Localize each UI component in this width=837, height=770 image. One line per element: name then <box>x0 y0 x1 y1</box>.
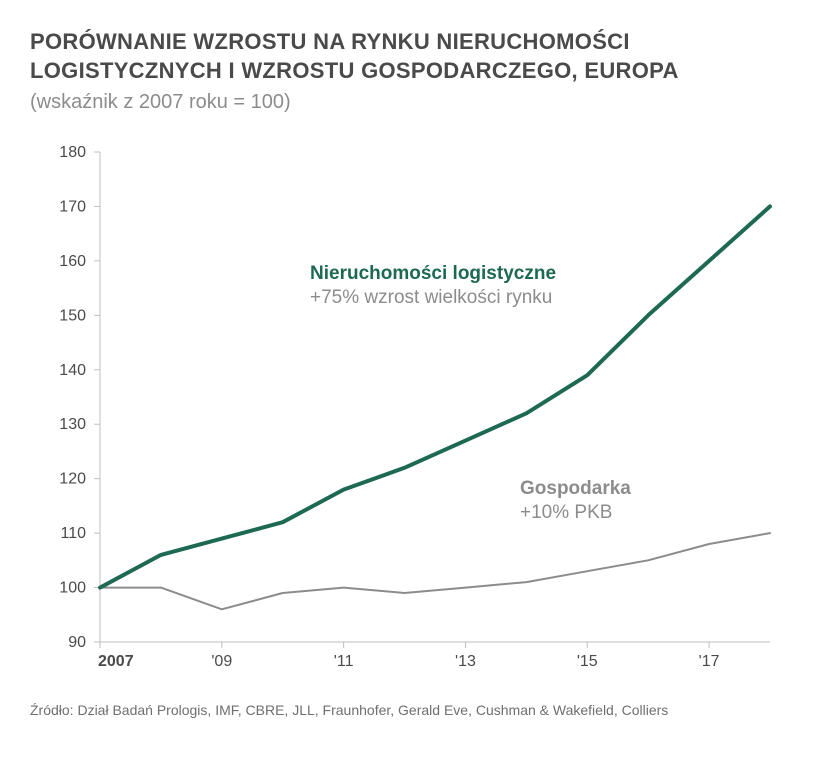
x-tick-label: '11 <box>334 653 354 670</box>
y-tick-label: 170 <box>59 199 86 216</box>
y-tick-label: 130 <box>59 416 86 433</box>
y-tick-label: 140 <box>59 362 86 379</box>
y-tick-label: 160 <box>59 253 86 270</box>
chart-svg: 90 100 110 120 130 140 150 160 170 180 2007 '09 '11 '… <box>30 132 790 692</box>
y-tick-label: 90 <box>68 634 86 651</box>
chart-plot-area: 90 100 110 120 130 140 150 160 170 180 2007 '09 '11 '… <box>30 132 790 692</box>
chart-source: Źródło: Dział Badań Prologis, IMF, CBRE,… <box>30 702 807 718</box>
series-label-logistics-sub: +75% wzrost wielkości rynku <box>310 286 556 310</box>
series-label-economy: Gospodarka +10% PKB <box>520 477 631 525</box>
x-tick-label: '09 <box>211 653 232 670</box>
series-label-logistics-title: Nieruchomości logistyczne <box>310 262 556 286</box>
series-label-logistics: Nieruchomości logistyczne +75% wzrost wi… <box>310 262 556 310</box>
series-label-economy-sub: +10% PKB <box>520 501 631 525</box>
chart-subtitle: (wskaźnik z 2007 roku = 100) <box>30 91 807 114</box>
y-tick-label: 150 <box>59 308 86 325</box>
y-tick-label: 110 <box>60 525 86 542</box>
y-tick-label: 120 <box>59 471 86 488</box>
title-line-2: LOGISTYCZNYCH I WZROSTU GOSPODARCZEGO, E… <box>30 58 679 83</box>
x-tick-label: 2007 <box>98 653 134 670</box>
x-tick-label: '13 <box>455 653 476 670</box>
chart-container: PORÓWNANIE WZROSTU NA RYNKU NIERUCHOMOŚC… <box>0 0 837 770</box>
title-line-1: PORÓWNANIE WZROSTU NA RYNKU NIERUCHOMOŚC… <box>30 29 630 54</box>
chart-title: PORÓWNANIE WZROSTU NA RYNKU NIERUCHOMOŚC… <box>30 28 807 85</box>
y-tick-label: 180 <box>59 144 86 161</box>
series-label-economy-title: Gospodarka <box>520 477 631 501</box>
y-tick-label: 100 <box>59 580 86 597</box>
x-tick-label: '15 <box>577 653 598 670</box>
x-tick-label: '17 <box>699 653 720 670</box>
